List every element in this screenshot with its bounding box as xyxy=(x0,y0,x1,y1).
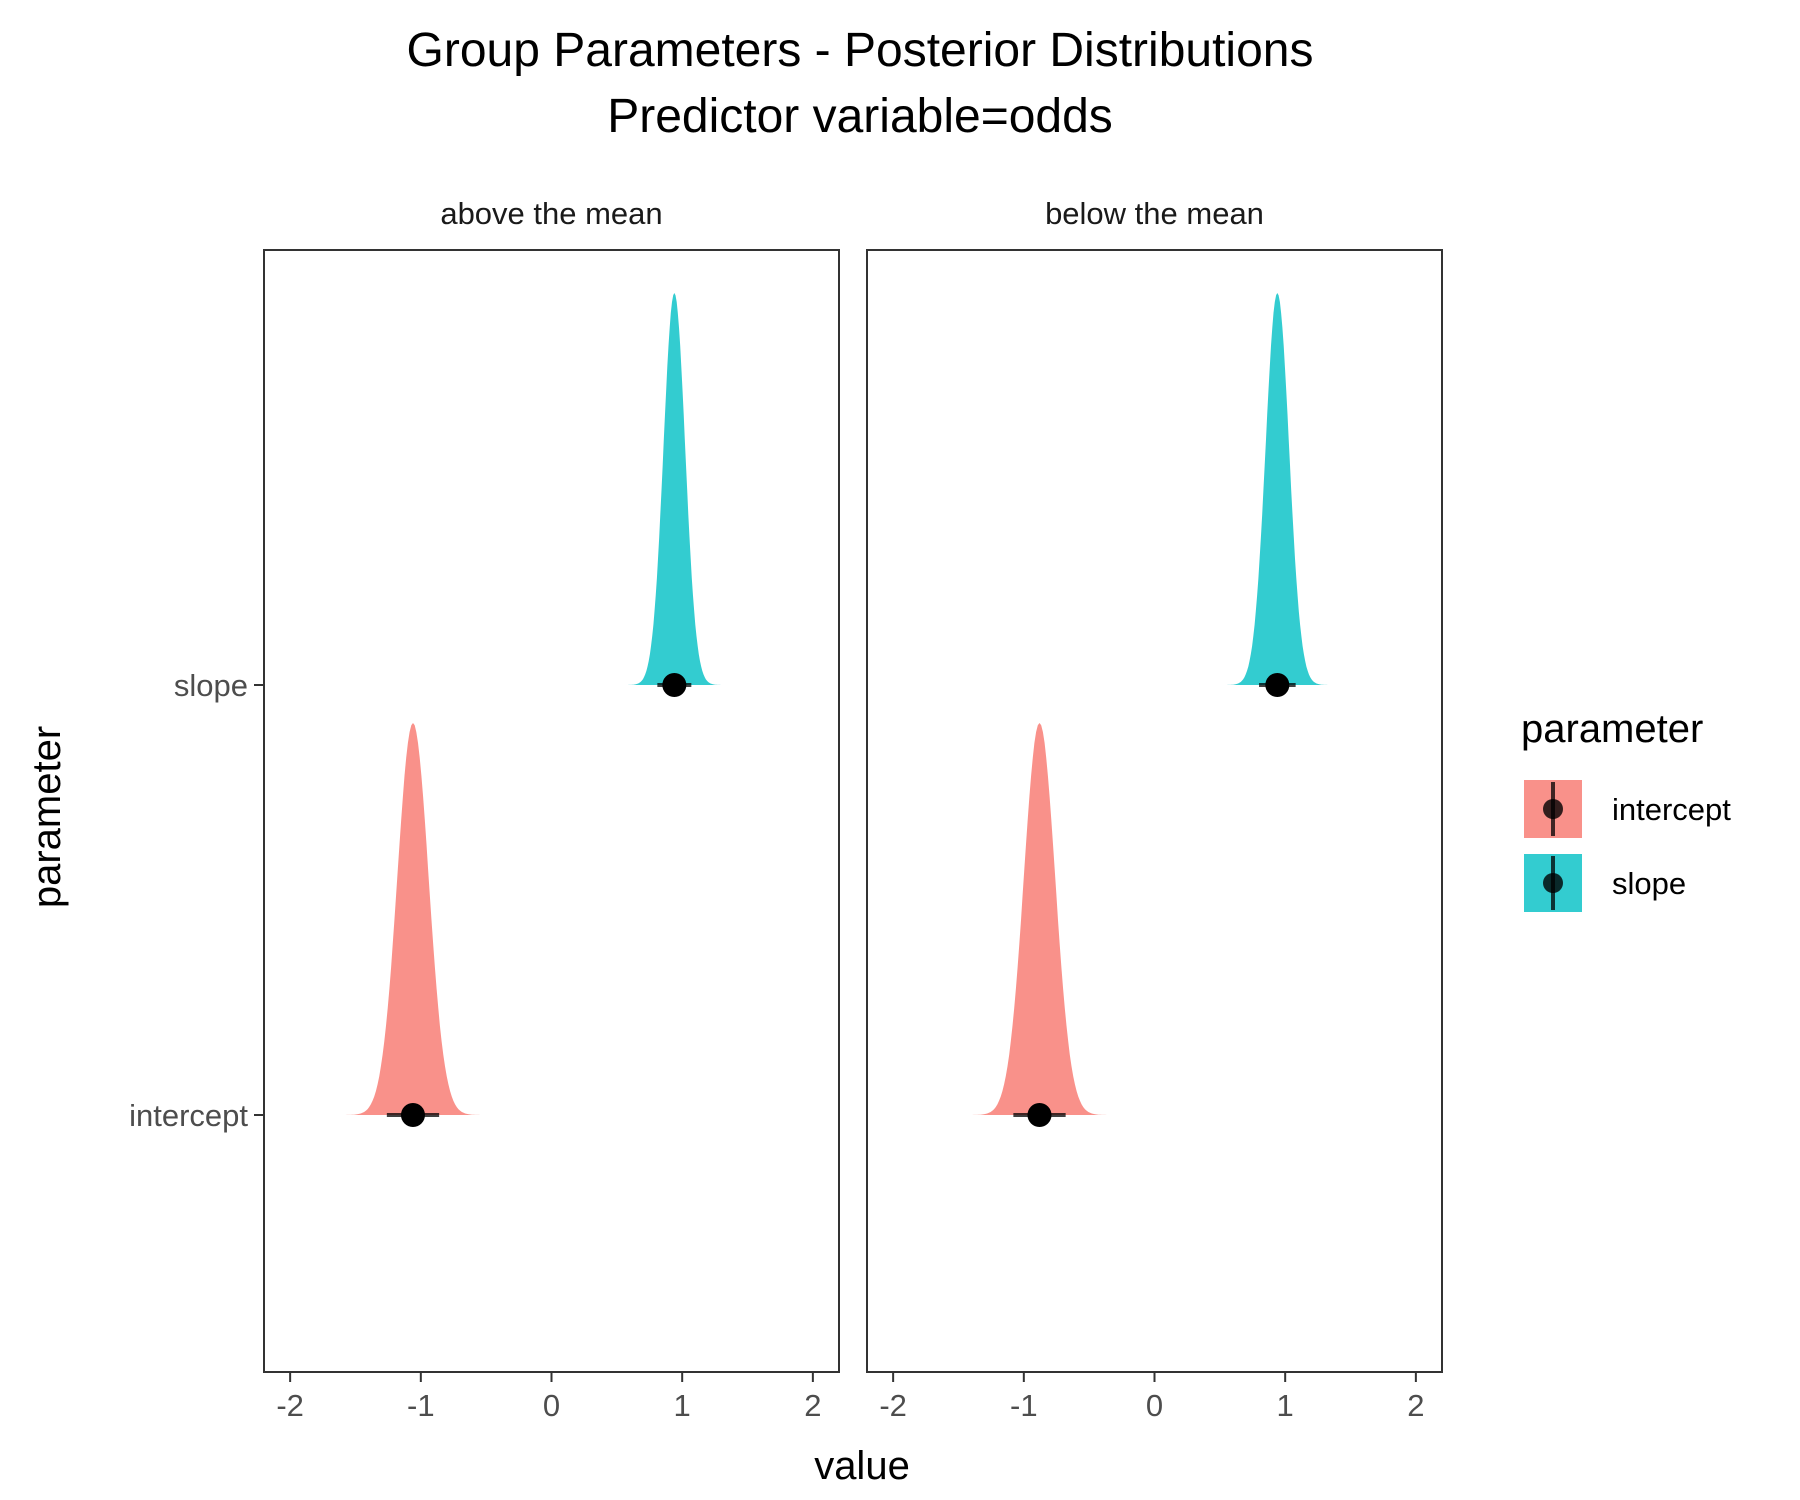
y-axis: intercept slope xyxy=(129,668,264,1133)
chart-title: Group Parameters - Posterior Distributio… xyxy=(407,24,1314,77)
x-tick-label: 2 xyxy=(804,1388,821,1423)
legend-point-icon xyxy=(1543,873,1563,893)
x-tick-label: -1 xyxy=(407,1388,435,1423)
x-tick-label: 0 xyxy=(1146,1388,1163,1423)
density-intercept xyxy=(345,723,481,1115)
x-tick-label: 1 xyxy=(674,1388,691,1423)
facet-panels: above the mean -2 -1 0 1 2 below the mean -2 -1 0… xyxy=(263,196,1443,1423)
x-tick-label: 1 xyxy=(1277,1388,1294,1423)
y-tick-label: slope xyxy=(174,668,248,703)
x-tick-label: -1 xyxy=(1010,1388,1038,1423)
panel-background xyxy=(264,250,839,1372)
chart-subtitle: Predictor variable=odds xyxy=(607,90,1113,143)
x-tick-label: -2 xyxy=(276,1388,304,1423)
x-tick-label: 0 xyxy=(543,1388,560,1423)
y-axis-title: parameter xyxy=(25,726,69,908)
density-slope xyxy=(1226,293,1328,685)
y-tick-label: intercept xyxy=(129,1098,248,1133)
density-slope xyxy=(627,293,721,685)
legend-point-icon xyxy=(1543,799,1563,819)
density-intercept xyxy=(972,723,1107,1115)
panel-background xyxy=(867,250,1442,1372)
legend-item-slope: slope xyxy=(1524,854,1686,912)
legend: parameter intercept slope xyxy=(1521,707,1731,912)
legend-label-slope: slope xyxy=(1612,866,1686,901)
point-slope xyxy=(1265,673,1290,697)
point-intercept xyxy=(1027,1103,1052,1127)
facet-strip-label: below the mean xyxy=(1045,196,1264,231)
x-tick-label: 2 xyxy=(1407,1388,1424,1423)
legend-label-intercept: intercept xyxy=(1612,792,1731,827)
point-slope xyxy=(662,673,687,697)
point-intercept xyxy=(400,1103,425,1127)
facet-strip-label: above the mean xyxy=(440,196,662,231)
legend-item-intercept: intercept xyxy=(1524,780,1731,838)
legend-title: parameter xyxy=(1521,707,1703,751)
x-tick-label: -2 xyxy=(879,1388,907,1423)
facet-panel: below the mean -2 -1 0 1 2 xyxy=(866,196,1443,1423)
x-axis-title: value xyxy=(814,1444,910,1488)
facet-panel: above the mean -2 -1 0 1 2 xyxy=(263,196,840,1423)
